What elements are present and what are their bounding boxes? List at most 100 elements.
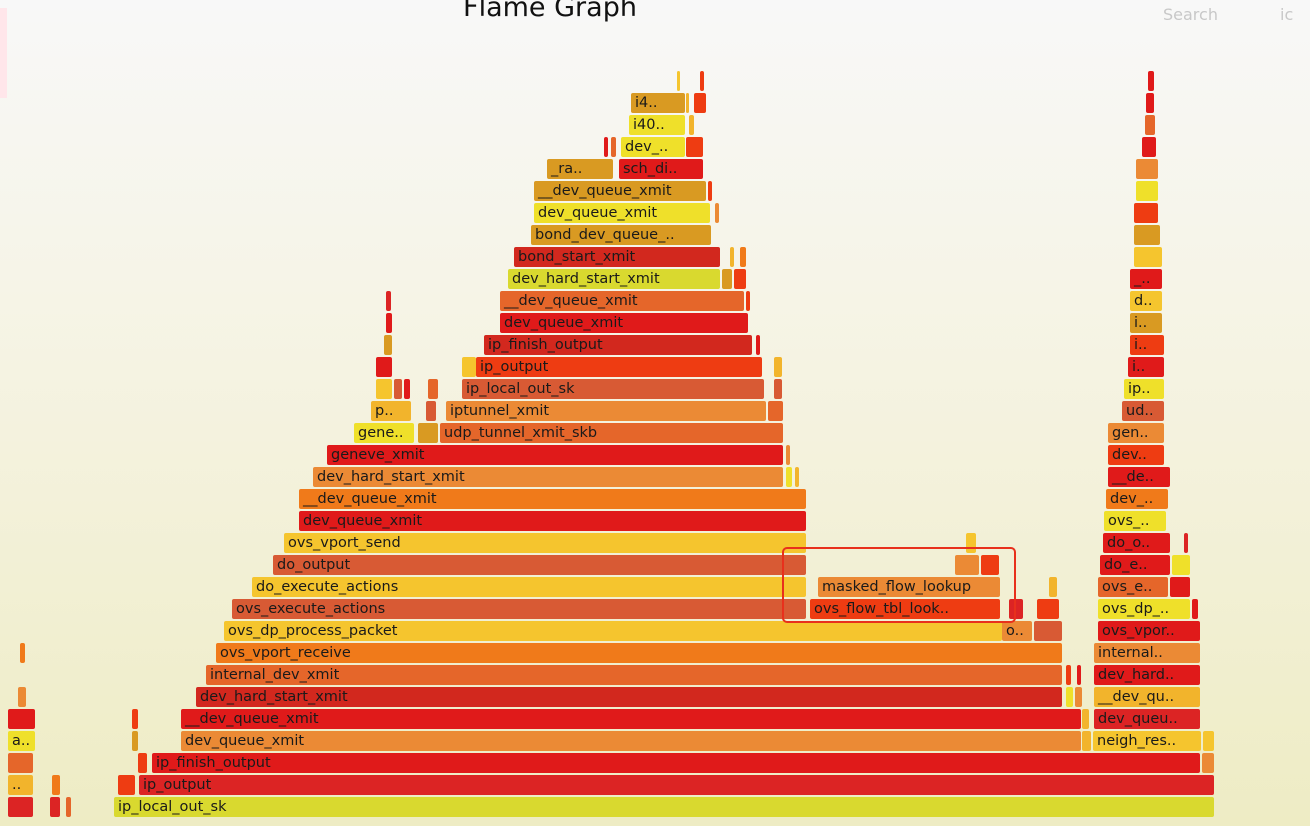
frame-unlabeled[interactable] — [118, 775, 135, 795]
frame-unlabeled[interactable] — [426, 401, 436, 421]
frame-ip-local-out-sk[interactable]: ip_local_out_sk — [462, 379, 764, 399]
frame-unlabeled[interactable] — [708, 181, 712, 201]
frame-ovs-dp[interactable]: ovs_dp_.. — [1098, 599, 1190, 619]
frame-geneve-xmit[interactable]: geneve_xmit — [327, 445, 783, 465]
frame-unlabeled[interactable] — [686, 93, 689, 113]
search-button[interactable]: Search — [1163, 5, 1218, 24]
frame-[interactable]: _.. — [1130, 269, 1162, 289]
frame-dev-hard-start-xmit[interactable]: dev_hard_start_xmit — [313, 467, 783, 487]
frame-unlabeled[interactable] — [1142, 137, 1156, 157]
frame-gen[interactable]: gen.. — [1108, 423, 1164, 443]
frame-gene[interactable]: gene.. — [354, 423, 414, 443]
frame-unlabeled[interactable] — [955, 555, 979, 575]
frame-do-execute-actions[interactable]: do_execute_actions — [252, 577, 806, 597]
frame-unlabeled[interactable] — [1082, 731, 1091, 751]
frame-unlabeled[interactable] — [66, 797, 71, 817]
frame-unlabeled[interactable] — [966, 533, 976, 553]
frame-dev-queu[interactable]: dev_queu.. — [1094, 709, 1200, 729]
frame-unlabeled[interactable] — [1066, 687, 1073, 707]
frame-unlabeled[interactable] — [686, 137, 703, 157]
frame-unlabeled[interactable] — [730, 247, 734, 267]
frame-unlabeled[interactable] — [786, 445, 790, 465]
frame-dev-queue-xmit[interactable]: __dev_queue_xmit — [181, 709, 1081, 729]
frame-i[interactable]: i.. — [1128, 357, 1164, 377]
frame-ip[interactable]: ip.. — [1124, 379, 1164, 399]
frame-unlabeled[interactable] — [1184, 533, 1188, 553]
frame-unlabeled[interactable] — [1134, 203, 1158, 223]
frame-unlabeled[interactable] — [18, 687, 26, 707]
frame-i40[interactable]: i40.. — [629, 115, 685, 135]
frame-unlabeled[interactable] — [1145, 115, 1155, 135]
frame-unlabeled[interactable] — [1172, 555, 1190, 575]
frame-unlabeled[interactable] — [50, 797, 60, 817]
frame-dev-queue-xmit[interactable]: dev_queue_xmit — [534, 203, 710, 223]
frame-unlabeled[interactable] — [376, 357, 392, 377]
frame-[interactable]: .. — [8, 775, 33, 795]
frame-unlabeled[interactable] — [722, 269, 732, 289]
frame-dev-qu[interactable]: __dev_qu.. — [1094, 687, 1200, 707]
frame-dev[interactable]: dev.. — [1108, 445, 1164, 465]
frame-ra[interactable]: _ra.. — [547, 159, 613, 179]
frame-do-e[interactable]: do_e.. — [1100, 555, 1170, 575]
frame-unlabeled[interactable] — [981, 555, 999, 575]
frame-unlabeled[interactable] — [376, 379, 392, 399]
frame-i4[interactable]: i4.. — [631, 93, 685, 113]
frame-unlabeled[interactable] — [1082, 709, 1089, 729]
frame-ip-finish-output[interactable]: ip_finish_output — [484, 335, 752, 355]
frame-unlabeled[interactable] — [1136, 181, 1158, 201]
frame-unlabeled[interactable] — [1134, 247, 1162, 267]
frame-unlabeled[interactable] — [462, 357, 476, 377]
frame-ovs-flow-tbl-look[interactable]: ovs_flow_tbl_look.. — [810, 599, 1000, 619]
frame-unlabeled[interactable] — [795, 467, 799, 487]
frame-unlabeled[interactable] — [418, 423, 438, 443]
frame-dev-queue-xmit[interactable]: __dev_queue_xmit — [299, 489, 806, 509]
frame-ovs-dp-process-packet[interactable]: ovs_dp_process_packet — [224, 621, 1002, 641]
frame-unlabeled[interactable] — [768, 401, 783, 421]
frame-do-output[interactable]: do_output — [273, 555, 806, 575]
frame-unlabeled[interactable] — [1148, 71, 1154, 91]
frame-unlabeled[interactable] — [715, 203, 719, 223]
frame-unlabeled[interactable] — [404, 379, 410, 399]
frame-unlabeled[interactable] — [1203, 731, 1214, 751]
frame-bond-dev-queue[interactable]: bond_dev_queue_.. — [531, 225, 711, 245]
frame-unlabeled[interactable] — [1170, 577, 1190, 597]
frame-dev-queue-xmit[interactable]: dev_queue_xmit — [181, 731, 1081, 751]
frame-dev-queue-xmit[interactable]: __dev_queue_xmit — [500, 291, 744, 311]
frame-o[interactable]: o.. — [1002, 621, 1032, 641]
frame-unlabeled[interactable] — [386, 291, 391, 311]
frame-unlabeled[interactable] — [386, 313, 392, 333]
frame-neigh-res[interactable]: neigh_res.. — [1093, 731, 1201, 751]
frame-internal-dev-xmit[interactable]: internal_dev_xmit — [206, 665, 1062, 685]
frame-i[interactable]: i.. — [1130, 335, 1164, 355]
frame-unlabeled[interactable] — [8, 797, 33, 817]
frame-unlabeled[interactable] — [20, 643, 25, 663]
ignore-case-toggle[interactable]: ic — [1280, 5, 1294, 24]
frame-dev[interactable]: dev_.. — [1106, 489, 1168, 509]
frame-unlabeled[interactable] — [1136, 159, 1158, 179]
frame-bond-start-xmit[interactable]: bond_start_xmit — [514, 247, 720, 267]
frame-unlabeled[interactable] — [774, 357, 782, 377]
frame-unlabeled[interactable] — [786, 467, 792, 487]
frame-i[interactable]: i.. — [1130, 313, 1162, 333]
frame-unlabeled[interactable] — [734, 269, 746, 289]
frame-dev-queue-xmit[interactable]: dev_queue_xmit — [299, 511, 806, 531]
frame-unlabeled[interactable] — [746, 291, 750, 311]
frame-dev-queue-xmit[interactable]: dev_queue_xmit — [500, 313, 748, 333]
frame-ovs-execute-actions[interactable]: ovs_execute_actions — [232, 599, 806, 619]
frame-ud[interactable]: ud.. — [1122, 401, 1164, 421]
frame-unlabeled[interactable] — [700, 71, 704, 91]
frame-unlabeled[interactable] — [428, 379, 438, 399]
frame-p[interactable]: p.. — [371, 401, 411, 421]
frame-dev-hard-start-xmit[interactable]: dev_hard_start_xmit — [196, 687, 1062, 707]
frame-unlabeled[interactable] — [132, 731, 138, 751]
frame-dev[interactable]: dev_.. — [621, 137, 685, 157]
frame-ovs-vport-send[interactable]: ovs_vport_send — [284, 533, 806, 553]
frame-internal[interactable]: internal.. — [1094, 643, 1200, 663]
frame-unlabeled[interactable] — [1066, 665, 1071, 685]
frame-unlabeled[interactable] — [8, 709, 35, 729]
frame-unlabeled[interactable] — [1077, 665, 1081, 685]
frame-ovs-vpor[interactable]: ovs_vpor.. — [1098, 621, 1200, 641]
frame-do-o[interactable]: do_o.. — [1103, 533, 1170, 553]
frame-masked-flow-lookup[interactable]: masked_flow_lookup — [818, 577, 1000, 597]
frame-unlabeled[interactable] — [384, 335, 392, 355]
